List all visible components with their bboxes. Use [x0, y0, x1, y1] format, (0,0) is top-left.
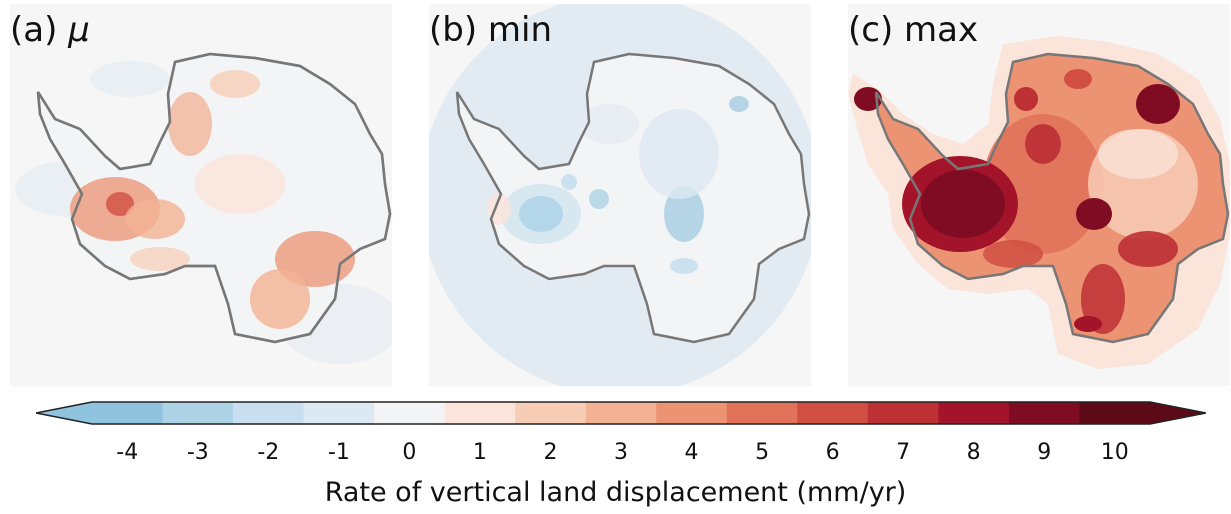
colorbar-segment [1008, 402, 1081, 424]
colorbar-graphic [35, 401, 1207, 425]
panel-title-max: (c) max [848, 10, 979, 50]
panel-title-mean: (a) μ [10, 10, 90, 50]
colorbar-tick-label: 0 [402, 440, 417, 465]
continent-max [874, 52, 1230, 344]
colorbar-tick-label: 8 [966, 440, 981, 465]
map-min [429, 4, 811, 386]
colorbar-segment [303, 402, 375, 424]
colorbar-tick-label: 5 [755, 440, 770, 465]
colorbar-tick-label: -3 [186, 440, 209, 465]
colorbar-tick-label: -4 [116, 440, 139, 465]
colorbar-segment [867, 402, 939, 424]
colorbar-segment [1079, 402, 1151, 424]
colorbar-segment [726, 402, 798, 424]
panel-max: (c) max [848, 4, 1230, 386]
colorbar-segment [585, 402, 657, 424]
colorbar-segment [162, 402, 234, 424]
colorbar-segment [797, 402, 869, 424]
panel-min: (b) min [429, 4, 811, 386]
continent-mean [36, 52, 392, 344]
colorbar-ticks: -4 -3 -2 -1 0 1 2 3 4 5 6 7 8 9 10 [36, 440, 1206, 470]
colorbar-tick-label: 6 [825, 440, 840, 465]
colorbar-segment [374, 402, 446, 424]
colorbar-tick-label: -2 [257, 440, 280, 465]
colorbar-tick-label: 4 [684, 440, 699, 465]
colorbar-under-extend [36, 402, 92, 424]
panel-mean: (a) μ [10, 4, 392, 386]
colorbar-segment [444, 402, 516, 424]
colorbar [35, 396, 1207, 452]
colorbar-segment [515, 402, 587, 424]
map-max [848, 4, 1230, 386]
colorbar-tick-label: -1 [327, 440, 350, 465]
colorbar-tick-label: 1 [472, 440, 487, 465]
colorbar-tick-label: 2 [543, 440, 558, 465]
colorbar-tick-label: 9 [1037, 440, 1052, 465]
colorbar-segment [656, 402, 728, 424]
colorbar-label: Rate of vertical land displacement (mm/y… [324, 477, 907, 508]
colorbar-tick-label: 10 [1100, 440, 1129, 465]
colorbar-tick-label: 7 [896, 440, 911, 465]
colorbar-segment [938, 402, 1010, 424]
colorbar-segment [233, 402, 305, 424]
colorbar-tick-label: 3 [614, 440, 628, 465]
colorbar-segment [92, 402, 164, 424]
map-mean [10, 4, 392, 386]
continent-min [455, 52, 811, 344]
panel-title-min: (b) min [429, 10, 553, 50]
colorbar-over-extend [1150, 402, 1206, 424]
